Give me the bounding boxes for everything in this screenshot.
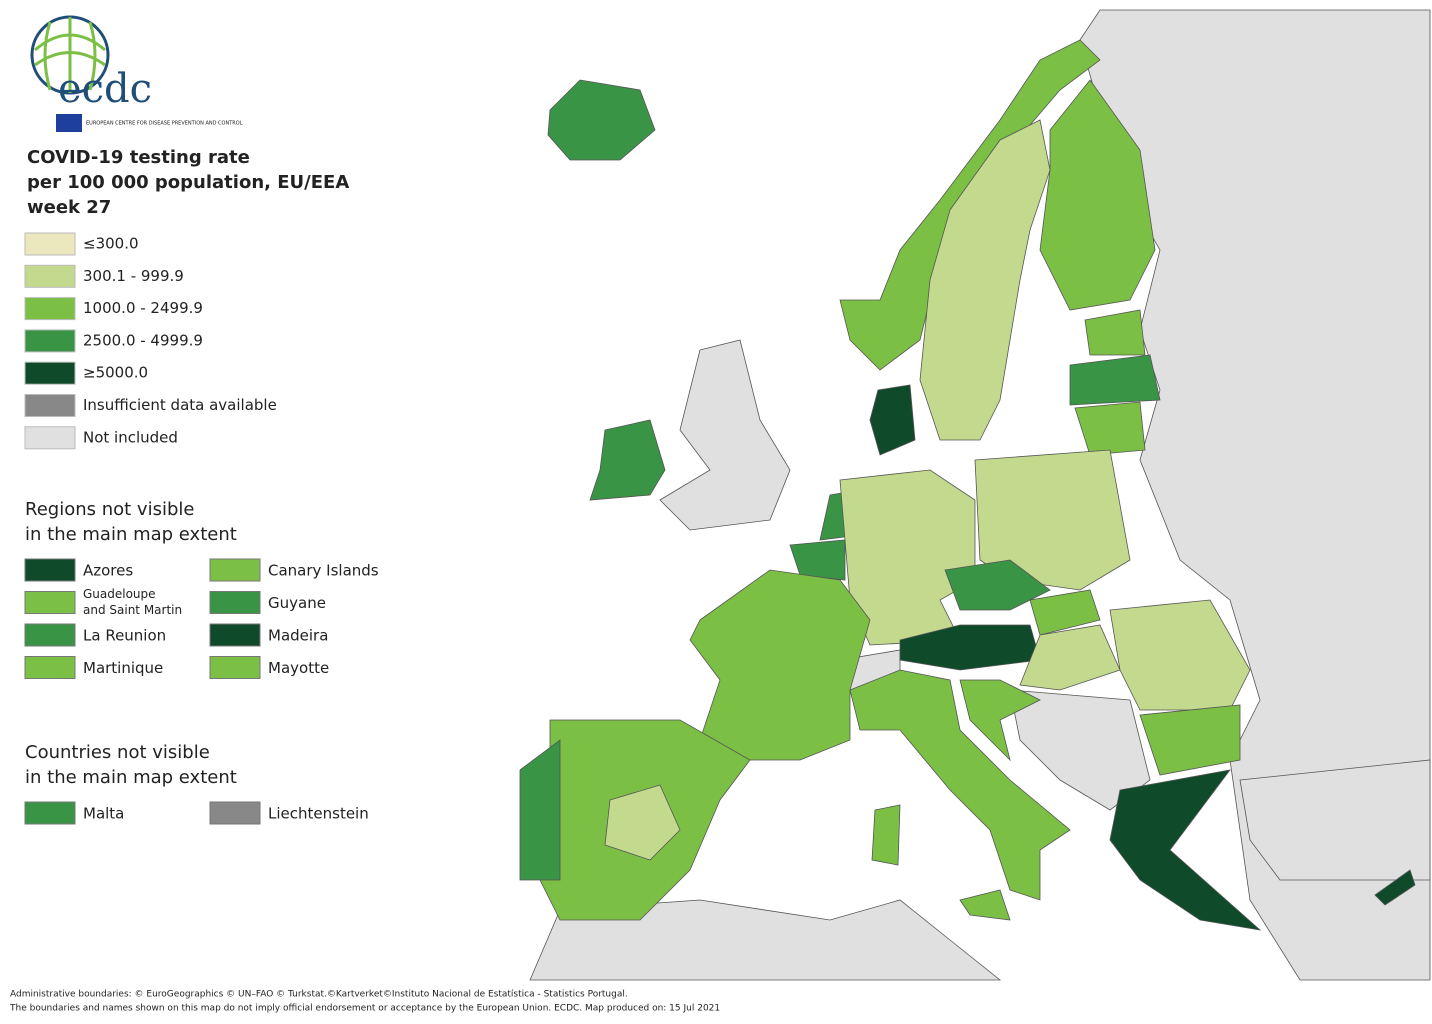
sicily xyxy=(959,889,1011,921)
belgium xyxy=(789,539,846,581)
legend-swatch xyxy=(24,297,76,321)
legend-swatch xyxy=(24,361,76,385)
legend-label: ≥5000.0 xyxy=(83,364,148,382)
legend-label: Insufficient data available xyxy=(83,396,277,414)
legend-label: 2500.0 - 4999.9 xyxy=(83,331,203,349)
legend-swatch xyxy=(24,558,76,582)
countries-legend: Countries not visible in the main map ext… xyxy=(24,742,369,825)
madrid xyxy=(604,784,681,861)
title-line: COVID-19 testing rate xyxy=(27,147,250,168)
sweden xyxy=(919,119,1051,441)
legend-label: Martinique xyxy=(83,659,163,677)
footer: Administrative boundaries: © EuroGeograp… xyxy=(9,990,720,1014)
legend-label: Canary Islands xyxy=(268,562,379,580)
legend-swatch xyxy=(24,591,76,614)
legend-label: La Reunion xyxy=(83,627,166,645)
bulgaria xyxy=(1139,704,1241,776)
poland xyxy=(974,449,1131,591)
germany xyxy=(839,469,976,646)
legend-swatch xyxy=(24,426,76,450)
legend-label: 300.1 - 999.9 xyxy=(83,267,184,285)
legend-label: Madeira xyxy=(268,627,328,645)
legend-label: Guadeloupe xyxy=(83,587,156,601)
logo: ecdc EUROPEAN CENTRE FOR DISEASE PREVENT… xyxy=(30,15,243,132)
section-title: Regions not visible xyxy=(25,499,194,520)
section-title: in the main map extent xyxy=(25,524,237,545)
finland xyxy=(1039,79,1156,311)
eu-flag xyxy=(56,114,82,132)
title-line: per 100 000 population, EU/EEA xyxy=(27,172,349,193)
legend-swatch xyxy=(24,232,76,256)
slovenia-croatia xyxy=(959,679,1041,762)
section-title: Countries not visible xyxy=(25,742,210,763)
section-title: in the main map extent xyxy=(25,767,237,788)
legend-label: Azores xyxy=(83,562,133,580)
map xyxy=(440,9,1432,985)
iceland xyxy=(547,79,656,161)
legend-swatch xyxy=(24,623,76,647)
balkans xyxy=(1009,689,1151,811)
logo-wordmark: ecdc xyxy=(58,66,152,112)
sardinia xyxy=(871,804,901,866)
legend-swatch xyxy=(209,591,261,614)
legend-swatch xyxy=(24,801,76,825)
legend-swatch xyxy=(209,623,261,647)
estonia xyxy=(1084,309,1146,356)
legend-label: Malta xyxy=(83,805,124,823)
legend-label: and Saint Martin xyxy=(83,603,182,617)
slovakia xyxy=(1029,589,1101,636)
legend-swatch xyxy=(209,801,261,825)
legend-label: Guyane xyxy=(268,594,326,612)
france xyxy=(689,569,871,761)
logo-grid xyxy=(34,17,106,93)
legend-swatch xyxy=(24,394,76,417)
cyprus xyxy=(1374,869,1416,906)
legend-swatch xyxy=(24,656,76,679)
legend-label: 1000.0 - 2499.9 xyxy=(83,299,203,317)
title: COVID-19 testing rate per 100 000 populat… xyxy=(27,147,349,218)
legend: ≤300.0 300.1 - 999.9 1000.0 - 2499.9 2500.0… xyxy=(24,232,277,450)
lithuania xyxy=(1074,401,1146,456)
legend-swatch xyxy=(209,656,261,679)
legend-label: Not included xyxy=(83,428,178,446)
legend-label: Liechtenstein xyxy=(268,805,369,823)
greece xyxy=(1109,769,1262,931)
footer-line: Administrative boundaries: © EuroGeograp… xyxy=(10,990,628,1000)
logo-subtitle: EUROPEAN CENTRE FOR DISEASE PREVENTION A… xyxy=(86,121,243,127)
turkey xyxy=(1239,759,1431,881)
title-line: week 27 xyxy=(27,197,111,218)
portugal xyxy=(519,739,561,881)
legend-swatch xyxy=(24,329,76,353)
legend-swatch xyxy=(24,264,76,288)
legend-label: Mayotte xyxy=(268,659,329,677)
italy xyxy=(849,669,1071,901)
legend-label: ≤300.0 xyxy=(83,235,139,253)
denmark xyxy=(869,384,916,456)
footer-line: The boundaries and names shown on this m… xyxy=(9,1004,720,1014)
uk xyxy=(659,339,791,531)
latvia xyxy=(1069,354,1161,406)
ireland xyxy=(589,419,666,501)
regions-legend: Regions not visible in the main map exten… xyxy=(24,499,379,679)
hungary xyxy=(1019,624,1121,691)
legend-swatch xyxy=(209,558,261,582)
